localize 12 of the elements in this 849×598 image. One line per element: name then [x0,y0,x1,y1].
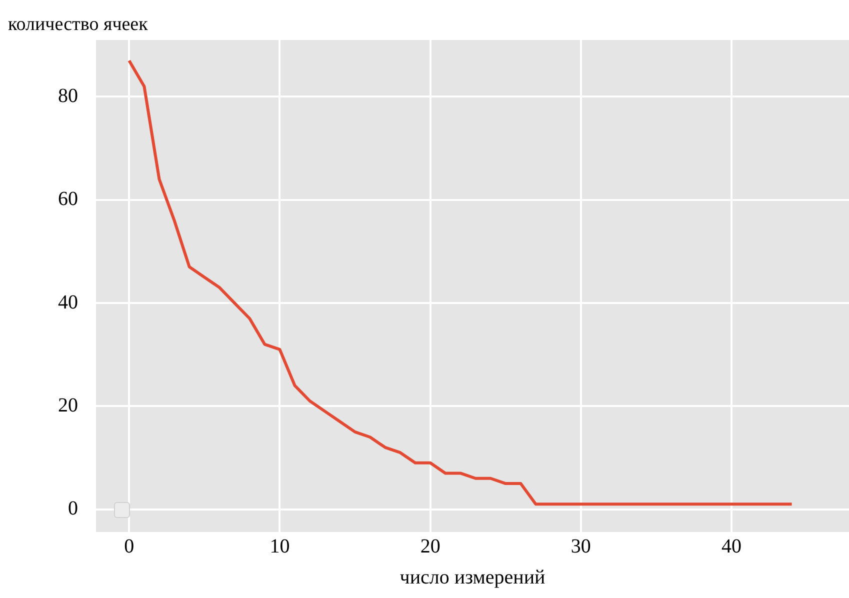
y-tick-label: 60 [58,188,78,210]
y-axis-title: количество ячеек [8,14,148,36]
y-tick-label: 80 [58,84,78,107]
x-tick-label: 10 [270,535,290,558]
y-tick-label: 0 [68,498,78,520]
x-tick-label: 40 [722,535,742,558]
x-tick-label: 30 [570,535,591,558]
y-tick-label: 40 [58,291,78,314]
x-tick-label: 20 [420,535,440,558]
x-tick-label: 0 [124,535,134,558]
x-axis-title: число измерений [400,566,546,588]
y-tick-label: 20 [58,394,78,416]
